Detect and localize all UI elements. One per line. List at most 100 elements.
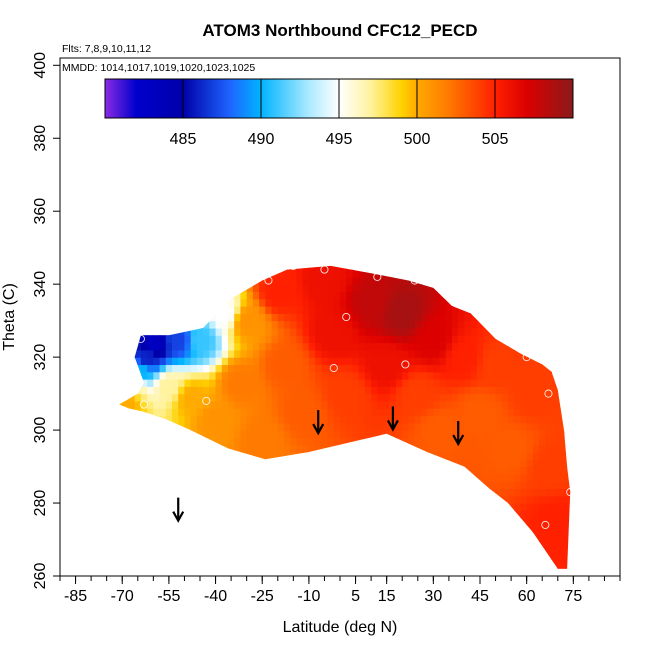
- heatmap-cell: [190, 386, 198, 395]
- heatmap-cell: [551, 451, 559, 460]
- heatmap-cell: [234, 568, 242, 569]
- heatmap-cell: [252, 546, 260, 555]
- heatmap-cell: [520, 342, 528, 351]
- heatmap-cell: [246, 415, 254, 424]
- heatmap-cell: [271, 284, 279, 293]
- heatmap-cell: [408, 371, 416, 380]
- heatmap-cell: [140, 393, 148, 402]
- heatmap-cell: [259, 444, 266, 453]
- heatmap-cell: [402, 342, 410, 351]
- heatmap-cell: [408, 298, 416, 307]
- heatmap-cell: [309, 255, 316, 263]
- heatmap-cell: [445, 568, 453, 569]
- heatmap-cell: [153, 430, 161, 438]
- heatmap-cell: [340, 576, 347, 584]
- heatmap-cell: [334, 248, 341, 256]
- heatmap-cell: [228, 488, 235, 497]
- heatmap-cell: [240, 459, 248, 468]
- heatmap-cell: [570, 379, 571, 387]
- heatmap-cell: [246, 284, 254, 293]
- heatmap-cell: [203, 408, 210, 417]
- heatmap-cell: [346, 576, 353, 584]
- heatmap-cell: [458, 284, 466, 293]
- heatmap-cell: [209, 342, 217, 351]
- heatmap-cell: [340, 503, 347, 511]
- heatmap-cell: [532, 488, 540, 497]
- heatmap-cell: [240, 510, 248, 519]
- heatmap-cell: [377, 291, 385, 300]
- heatmap-cell: [104, 328, 111, 336]
- heatmap-cell: [427, 335, 434, 344]
- heatmap-cell: [377, 517, 385, 526]
- heatmap-cell: [271, 422, 279, 431]
- heatmap-cell: [452, 532, 459, 541]
- heatmap-cell: [371, 298, 378, 307]
- heatmap-cell: [576, 248, 583, 256]
- heatmap-cell: [246, 459, 254, 468]
- heatmap-cell: [514, 444, 522, 453]
- heatmap-cell: [128, 408, 136, 417]
- heatmap-cell: [122, 349, 130, 358]
- heatmap-cell: [495, 298, 503, 307]
- heatmap-cell: [271, 488, 279, 497]
- heatmap-cell: [265, 357, 273, 366]
- heatmap-cell: [420, 554, 428, 563]
- heatmap-cell: [327, 466, 335, 475]
- heatmap-cell: [414, 269, 422, 278]
- down-arrow-icon: [172, 497, 185, 523]
- heatmap-cell: [246, 488, 254, 497]
- heatmap-cell: [439, 546, 447, 555]
- heatmap-cell: [551, 459, 559, 468]
- heatmap-cell: [358, 510, 366, 519]
- heatmap-cell: [296, 379, 304, 387]
- heatmap-cell: [558, 255, 565, 263]
- heatmap-cell: [526, 400, 534, 409]
- heatmap-cell: [252, 524, 260, 533]
- heatmap-cell: [265, 248, 272, 256]
- heatmap-cell: [470, 546, 478, 555]
- heatmap-cell: [501, 517, 509, 526]
- heatmap-cell: [508, 430, 515, 438]
- heatmap-cell: [110, 561, 117, 569]
- heatmap-cell: [128, 481, 136, 490]
- heatmap-cell: [159, 539, 167, 548]
- heatmap-cell: [190, 379, 198, 387]
- heatmap-cell: [364, 430, 372, 438]
- heatmap-cell: [358, 415, 366, 424]
- heatmap-cell: [501, 342, 509, 351]
- heatmap-cell: [190, 473, 198, 482]
- heatmap-cell: [501, 408, 509, 417]
- heatmap-cell: [501, 437, 509, 446]
- heatmap-cell: [165, 357, 173, 366]
- heatmap-cell: [501, 422, 509, 431]
- heatmap-cell: [119, 517, 123, 526]
- heatmap-cell: [427, 400, 434, 409]
- heatmap-cell: [420, 524, 428, 533]
- heatmap-cell: [352, 248, 359, 256]
- heatmap-cell: [271, 510, 279, 519]
- heatmap-cell: [383, 532, 391, 541]
- heatmap-cell: [501, 284, 509, 293]
- heatmap-cell: [290, 371, 298, 380]
- heatmap-cell: [539, 510, 546, 519]
- heatmap-cell: [539, 408, 546, 417]
- heatmap-cell: [551, 306, 559, 314]
- heatmap-cell: [576, 408, 583, 416]
- heatmap-cell: [439, 495, 447, 504]
- heatmap-cell: [265, 255, 272, 263]
- heatmap-cell: [184, 313, 192, 322]
- heatmap-cell: [296, 532, 304, 541]
- heatmap-cell: [495, 342, 503, 351]
- heatmap-cell: [321, 357, 329, 366]
- heatmap-cell: [383, 568, 391, 569]
- heatmap-cell: [122, 466, 130, 475]
- heatmap-cell: [271, 291, 279, 300]
- heatmap-cell: [308, 335, 316, 344]
- heatmap-cell: [277, 342, 285, 351]
- heatmap-cell: [495, 327, 503, 336]
- heatmap-cell: [315, 379, 322, 387]
- heatmap-cell: [340, 459, 347, 468]
- heatmap-cell: [134, 488, 142, 497]
- heatmap-cell: [402, 561, 410, 569]
- heatmap-cell: [433, 349, 441, 358]
